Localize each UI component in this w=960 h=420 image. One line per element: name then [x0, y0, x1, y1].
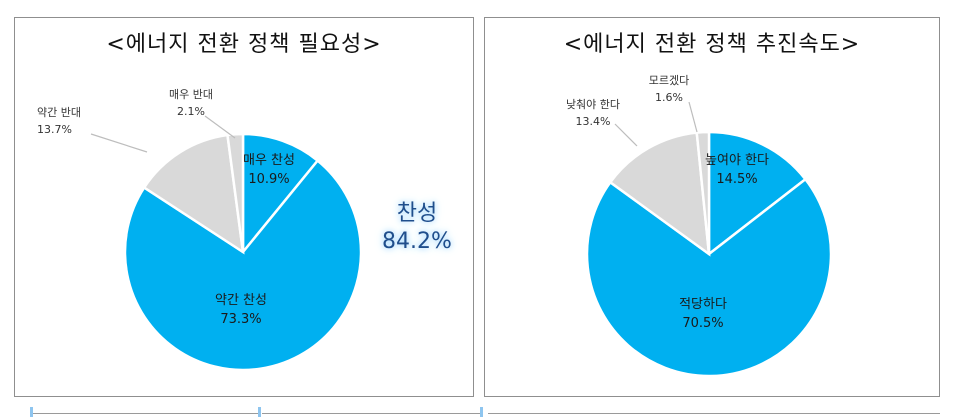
bottom-strip: [0, 405, 960, 420]
pie-slice: [585, 177, 833, 378]
pie-slice: [695, 130, 711, 255]
slice-value-label: 10.9%: [248, 172, 289, 187]
chart-panel-necessity: <에너지 전환 정책 필요성> 매우 찬성 10.9% 약간 찬성 73.3% 약간 반…: [14, 17, 474, 397]
strip-divider: [488, 413, 940, 414]
chart-panel-speed: <에너지 전환 정책 추진속도> 높여야 한다 14.5% 적당하다 70.5% 낮춰야…: [484, 17, 940, 397]
strip-tick: [480, 407, 483, 417]
leader-line: [90, 133, 148, 153]
leader-line: [688, 101, 698, 133]
leader-line: [204, 115, 236, 139]
slice-value-label: 13.7%: [37, 123, 72, 136]
slice-label: 약간 반대: [37, 105, 81, 119]
pie-chart-speed: 높여야 한다 14.5% 적당하다 70.5% 낮춰야 한다 13.4% 모르겠다 1.6%: [566, 74, 833, 378]
slice-value-label: 13.4%: [576, 115, 611, 128]
chart-title: <에너지 전환 정책 필요성>: [106, 32, 382, 57]
slice-value-label: 2.1%: [177, 105, 205, 118]
leader-line: [614, 123, 638, 147]
slice-label: 적당하다: [679, 297, 727, 312]
slice-label: 매우 반대: [169, 88, 213, 101]
slice-label: 낮춰야 한다: [566, 98, 620, 111]
slice-label: 매우 찬성: [243, 153, 295, 168]
slice-label: 모르겠다: [649, 74, 689, 87]
pie-slice: [707, 130, 808, 257]
strip-divider: [30, 413, 260, 414]
pie-slice: [142, 133, 245, 255]
pie-slice: [608, 131, 711, 257]
pie-slice: [241, 132, 320, 256]
chart-title: <에너지 전환 정책 추진속도>: [563, 32, 861, 57]
strip-tick: [258, 407, 261, 417]
pie-slice: [226, 132, 245, 253]
slice-value-label: 73.3%: [220, 312, 261, 327]
slice-label: 높여야 한다: [705, 153, 769, 168]
slice-value-label: 14.5%: [716, 172, 757, 187]
support-total-label: 찬성: [396, 201, 438, 226]
support-total-callout: 찬성 84.2%: [367, 200, 467, 256]
slice-value-label: 1.6%: [655, 91, 683, 104]
strip-divider: [262, 413, 480, 414]
support-total-value: 84.2%: [382, 229, 452, 254]
slice-label: 약간 찬성: [215, 293, 267, 308]
pie-slice: [123, 158, 363, 372]
slice-value-label: 70.5%: [682, 316, 723, 331]
pie-chart-necessity: 매우 찬성 10.9% 약간 찬성 73.3% 약간 반대 13.7% 매우 반대 2.1%: [37, 88, 363, 372]
strip-tick: [30, 407, 33, 417]
